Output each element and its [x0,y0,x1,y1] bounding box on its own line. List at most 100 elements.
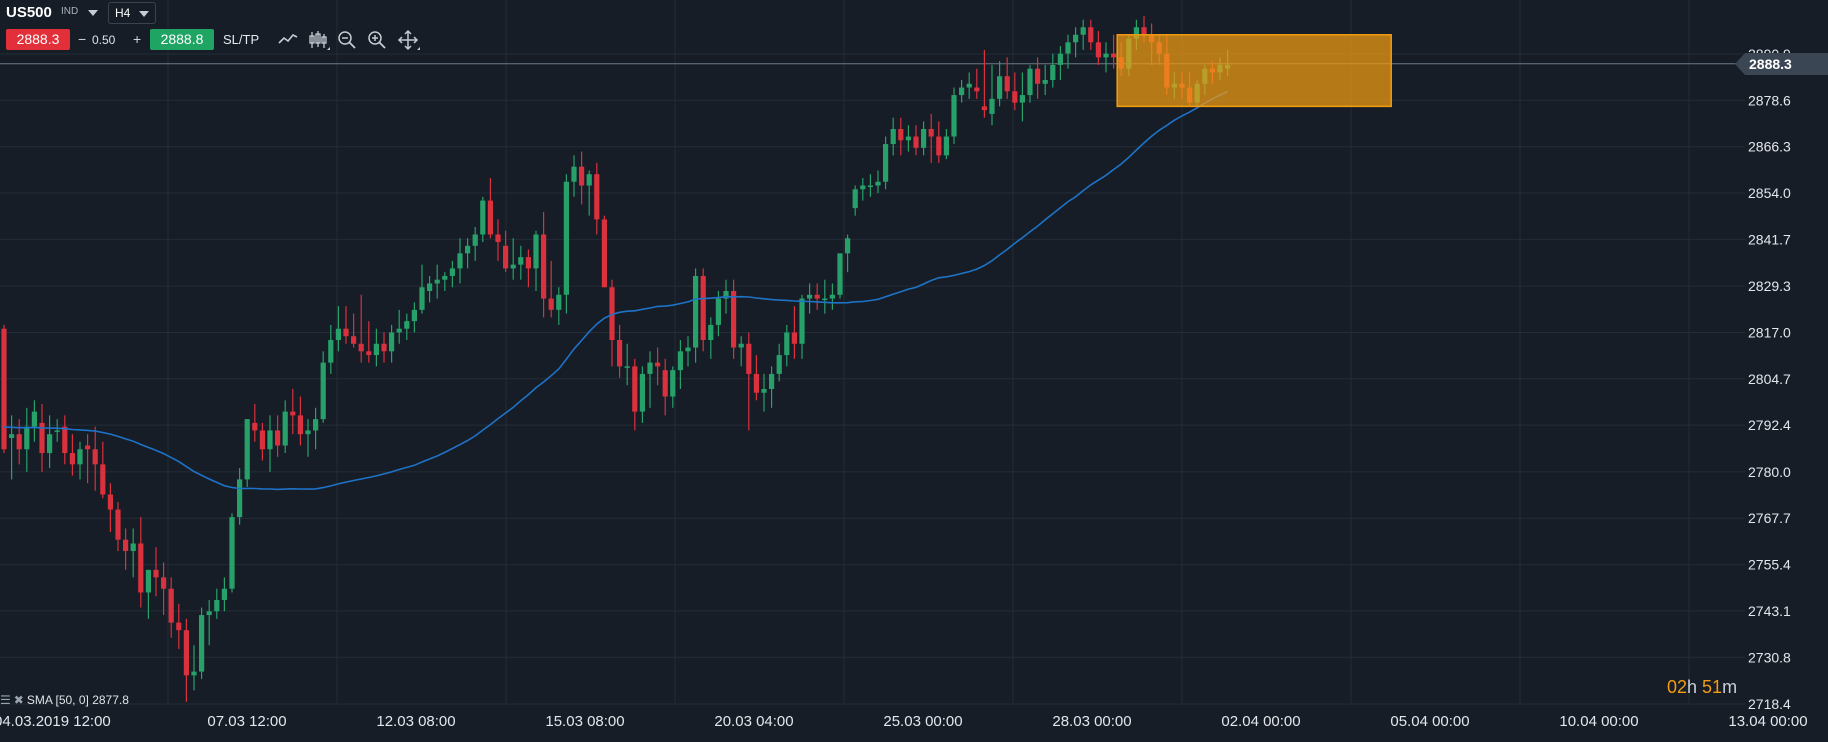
crosshair-move-icon[interactable] [396,28,420,52]
candlestick-icon[interactable] [306,28,330,52]
sell-price-button[interactable]: 2888.3 [6,29,70,50]
chart-toolbar: US500 IND H4 2888.3 − 0.50 + 2888.8 SL/T… [0,0,1000,51]
bear-candle [662,370,668,397]
bull-candle [738,343,744,348]
symbol-name[interactable]: US500 [6,4,52,21]
bull-candle [1080,27,1086,35]
bear-candle [290,411,296,416]
zoom-out-icon[interactable] [335,28,359,52]
y-tick-label: 2767.7 [1748,510,1791,526]
zoom-in-icon[interactable] [365,28,389,52]
sltp-button[interactable]: SL/TP [223,32,260,47]
x-axis-labels: 04.03.2019 12:00 07.03 12:00 12.03 08:00 15… [0,713,1808,730]
bull-candle [533,234,539,269]
bear-candle [541,234,547,299]
bull-candle [54,430,60,432]
bull-candle [776,355,782,374]
bull-candle [373,343,379,356]
buy-price-button[interactable]: 2888.8 [150,29,214,50]
bull-candle [943,136,949,156]
bull-candle [267,430,273,450]
volume-value[interactable]: 0.50 [92,33,116,47]
bull-candle [442,275,448,280]
bear-candle [351,336,357,344]
bull-candle [396,328,402,333]
bull-candle [77,449,83,465]
symbol-dropdown-icon[interactable] [88,10,98,16]
bear-candle [1141,27,1147,35]
bear-candle [1095,42,1101,58]
bear-candle [609,287,615,340]
x-tick-label: 15.03 08:00 [545,713,624,730]
timeframe-select[interactable]: H4 [108,2,156,24]
bull-candle [313,419,319,431]
instrument-type: IND [61,6,79,17]
x-tick-label: 13.04 00:00 [1728,713,1807,730]
bull-candle [1019,95,1025,103]
close-icon[interactable]: ✖ [13,693,24,707]
bear-candle [981,106,987,111]
bull-candle [305,430,311,435]
bull-candle [951,95,957,137]
bull-candle [807,294,813,299]
bull-candle [761,388,767,393]
current-price-tag: 2888.3 [1735,52,1828,75]
bear-candle [632,366,638,412]
bear-candle [16,434,22,450]
bull-candle [1057,53,1063,65]
bull-candle [145,569,151,593]
bull-candle [784,332,790,356]
bear-candle [1111,53,1117,58]
bear-candle [153,569,159,578]
timer-minutes-unit: m [1722,677,1738,697]
line-chart-icon[interactable] [276,28,300,52]
bear-candle [252,422,258,431]
x-tick-label: 25.03 00:00 [883,713,962,730]
bull-candle [404,321,410,329]
settings-icon[interactable]: ☰ [0,693,11,707]
bear-candle [358,343,364,352]
bull-candle [328,340,334,363]
bear-candle [791,332,797,344]
bull-candle [9,434,15,438]
bear-candle [503,245,509,269]
bull-candle [411,309,417,322]
y-tick-label: 2878.6 [1748,92,1791,108]
bear-candle [62,426,68,454]
bull-candle [510,264,516,269]
bear-candle [1,328,7,450]
bull-candle [31,411,37,427]
bull-candle [221,588,227,600]
bull-candle [24,426,30,450]
volume-decrease-button[interactable]: − [78,31,87,47]
y-axis-labels: 2890.92878.62866.32854.02841.72829.32817… [1748,46,1791,712]
bear-candle [176,622,182,631]
bull-candle [457,253,463,269]
volume-increase-button[interactable]: + [133,31,142,47]
bull-candle [693,275,699,348]
timer-minutes: 51 [1697,677,1723,697]
bull-candle [244,419,250,480]
bear-candle [100,464,106,495]
bull-candle [237,479,243,518]
bull-candle [1027,68,1033,96]
bull-candle [837,253,843,295]
indicator-legend[interactable]: ☰ ✖ SMA [50, 0] 2877.8 [0,693,129,707]
y-tick-label: 2718.4 [1748,696,1791,712]
y-tick-label: 2743.1 [1748,603,1791,619]
bull-candle [1103,53,1109,58]
y-tick-label: 2730.8 [1748,649,1791,665]
bear-candle [92,449,98,465]
bear-candle [700,275,706,340]
bull-candle [427,283,433,292]
bear-candle [617,340,623,367]
bull-candle [647,362,653,374]
bull-candle [639,373,645,412]
bear-candle [753,373,759,393]
highlight-zone[interactable] [1116,34,1392,108]
bull-candle [130,543,136,552]
bear-candle [138,543,144,593]
bull-candle [875,181,881,186]
bull-candle [449,268,455,276]
